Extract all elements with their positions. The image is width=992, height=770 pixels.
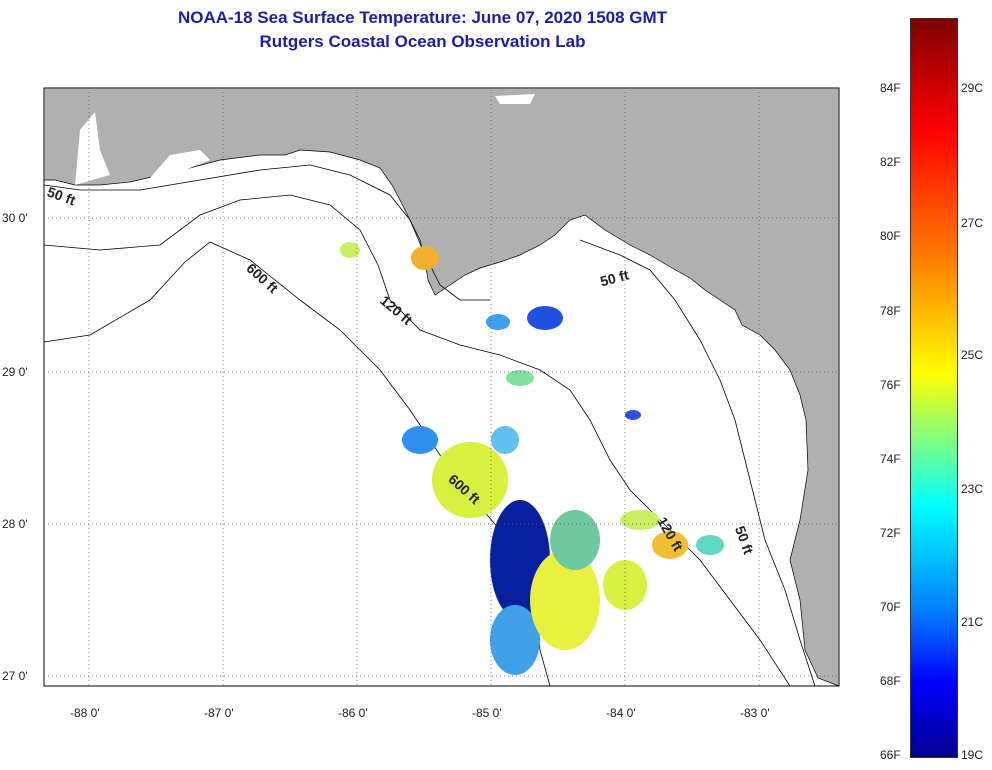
cb-f-label: 74F	[880, 452, 901, 466]
cb-f-label: 72F	[880, 526, 901, 540]
lat-label: 29 0'	[2, 365, 28, 379]
cb-c-label: 19C	[961, 748, 984, 762]
cb-f-label: 80F	[880, 229, 901, 243]
graticule	[44, 88, 839, 686]
lon-label: -87 0'	[204, 706, 234, 720]
cb-f-label: 82F	[880, 155, 901, 169]
cb-f-label: 78F	[880, 304, 901, 318]
cb-f-label: 84F	[880, 81, 901, 95]
bay-water-3	[495, 94, 535, 104]
lon-label: -83 0'	[740, 706, 770, 720]
lat-label: 28 0'	[2, 517, 28, 531]
land-area	[43, 87, 840, 687]
bay-water	[75, 112, 110, 185]
contour-50ft-east	[579, 239, 816, 687]
cb-c-label: 27C	[961, 216, 984, 230]
cb-f-label: 66F	[880, 748, 901, 762]
bay-water-2	[150, 150, 210, 178]
color-scale-bar	[910, 18, 958, 758]
cb-f-label: 76F	[880, 378, 901, 392]
lon-label: -85 0'	[472, 706, 502, 720]
lat-label: 27 0'	[2, 669, 28, 683]
lat-label: 30 0'	[2, 211, 28, 225]
cb-f-label: 68F	[880, 674, 901, 688]
lon-label: -84 0'	[606, 706, 636, 720]
map-title: NOAA-18 Sea Surface Temperature: June 07…	[177, 8, 668, 27]
cb-c-label: 21C	[961, 615, 984, 629]
cb-c-label: 23C	[961, 482, 984, 496]
lon-label: -88 0'	[70, 706, 100, 720]
cb-c-label: 29C	[961, 81, 984, 95]
cb-f-label: 70F	[880, 600, 901, 614]
cb-c-label: 25C	[961, 348, 984, 362]
sst-patches	[340, 242, 724, 675]
contour-50ft	[43, 164, 490, 301]
map-subtitle: Rutgers Coastal Ocean Observation Lab	[259, 32, 586, 51]
lon-label: -86 0'	[338, 706, 368, 720]
